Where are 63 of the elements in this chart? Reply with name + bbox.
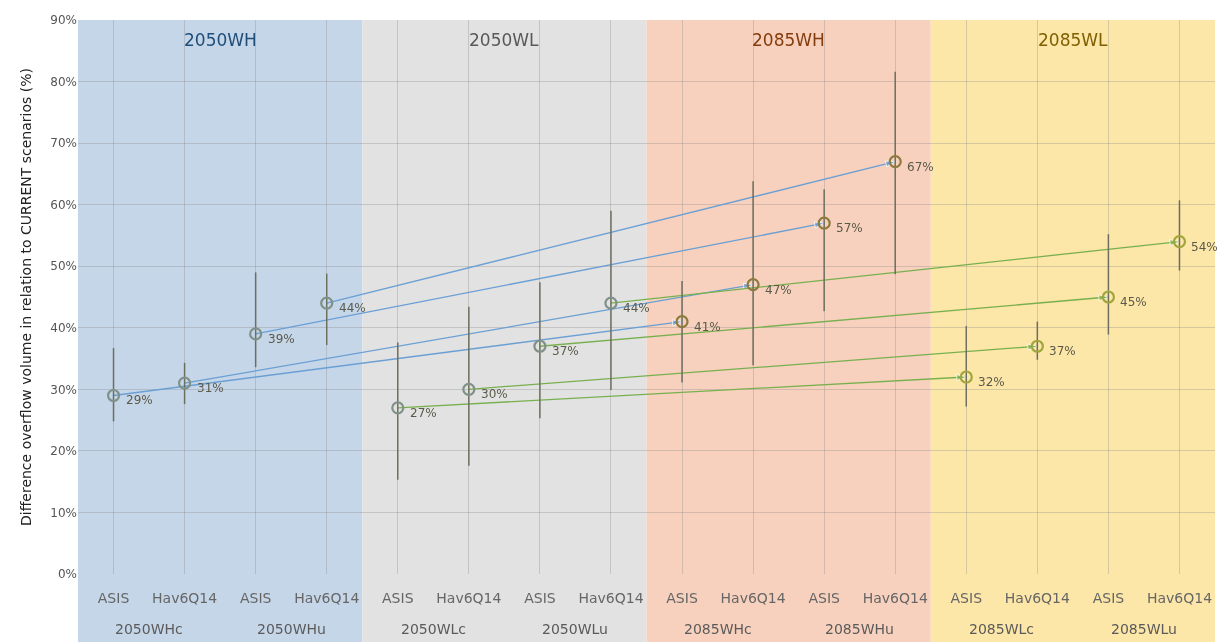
y-axis-title: Difference overflow volume in relation to CURRENT scenarios (%) xyxy=(17,68,34,526)
y-tick-label: 80% xyxy=(50,74,77,89)
y-tick-label: 10% xyxy=(50,505,77,520)
point xyxy=(106,388,121,403)
text: 2085WLu xyxy=(1111,621,1177,637)
point xyxy=(249,327,263,341)
annotation: 2085WH xyxy=(752,30,825,50)
x-tick-label: ASIS xyxy=(239,590,272,606)
x-tick-label: Hav6Q14 xyxy=(720,590,786,606)
data-label: 31% xyxy=(197,381,224,395)
x-tick-label: Hav6Q14 xyxy=(862,590,928,606)
data-label: 39% xyxy=(268,332,295,346)
y-tick-label: 0% xyxy=(57,567,77,582)
data-label: 54% xyxy=(1191,240,1218,254)
y-tick-label: 40% xyxy=(50,320,77,335)
x-tick-label: ASIS xyxy=(524,590,556,606)
data-label: 44% xyxy=(339,301,366,315)
x-tick-label: ASIS xyxy=(382,590,414,606)
x-tick-label: ASIS xyxy=(950,590,983,606)
data-label: 67% xyxy=(907,160,934,174)
y-tick-label: 70% xyxy=(50,136,77,151)
data-label: 30% xyxy=(481,387,508,401)
data-label: 44% xyxy=(623,301,650,315)
text: 2050WHu xyxy=(257,621,326,637)
x-tick-label: Hav6Q14 xyxy=(1004,590,1070,606)
y-tick-label: 90% xyxy=(50,13,77,28)
text: 2085WLc xyxy=(969,621,1034,637)
data-label: 57% xyxy=(836,221,863,235)
point xyxy=(604,296,618,310)
x-tick-label: ASIS xyxy=(666,590,698,606)
point xyxy=(320,296,334,310)
text: 2050WLu xyxy=(542,621,608,637)
data-label: 41% xyxy=(694,320,721,334)
data-label: 37% xyxy=(552,344,579,358)
point xyxy=(462,382,476,396)
annotation: 2050WL xyxy=(469,30,540,50)
x-tick-label: ASIS xyxy=(1092,590,1125,606)
x-tick-label: ASIS xyxy=(808,590,841,606)
x-tick-label: Hav6Q14 xyxy=(152,590,218,606)
data-label: 27% xyxy=(410,406,437,420)
text: 2050WLc xyxy=(401,621,466,637)
x-tick-label: Hav6Q14 xyxy=(1146,590,1213,606)
text: 2085WHu xyxy=(825,621,894,637)
x-tick-label: Hav6Q14 xyxy=(578,590,644,606)
y-tick-label: 60% xyxy=(50,197,77,212)
data-label: 47% xyxy=(765,283,792,297)
point xyxy=(533,339,547,353)
x-tick-label: Hav6Q14 xyxy=(294,590,360,606)
point xyxy=(177,376,192,390)
x-tick-label: Hav6Q14 xyxy=(436,590,502,606)
annotation: 2085WL xyxy=(1038,30,1109,50)
data-label: 37% xyxy=(1049,344,1076,358)
x-tick-label: ASIS xyxy=(97,590,130,606)
data-label: 32% xyxy=(978,375,1005,389)
y-tick-label: 20% xyxy=(50,444,77,459)
y-tick-label: 30% xyxy=(50,382,77,397)
text: 2085WHc xyxy=(684,621,752,637)
annotation: 2050WH xyxy=(184,30,257,50)
y-tick-label: 50% xyxy=(50,259,77,274)
text: 2050WHc xyxy=(115,621,183,637)
point xyxy=(391,401,405,415)
data-label: 29% xyxy=(126,393,153,407)
data-label: 45% xyxy=(1120,295,1147,309)
